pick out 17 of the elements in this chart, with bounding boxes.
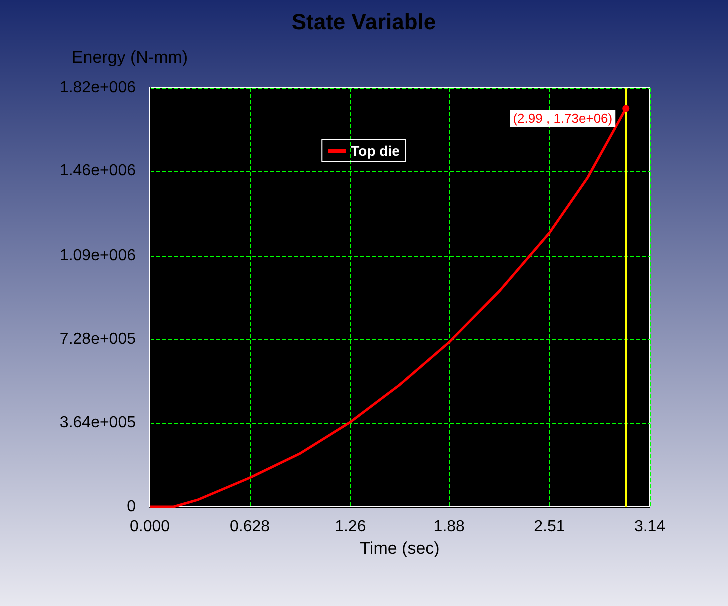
y-tick-label: 1.09e+006 xyxy=(60,248,136,265)
y-tick-label: 7.28e+005 xyxy=(60,330,136,348)
y-tick-label: 3.64e+005 xyxy=(60,414,136,432)
x-tick-label: 1.88 xyxy=(434,518,466,536)
x-tick-label: 0.000 xyxy=(130,518,170,536)
x-tick-label: 0.628 xyxy=(230,518,270,536)
x-tick-label: 1.26 xyxy=(335,518,366,536)
x-tick-label: 2.51 xyxy=(534,518,566,536)
y-tick-label: 0 xyxy=(127,498,136,516)
y-axis-title: Energy (N-mm) xyxy=(72,48,188,67)
annotation: (2.99 , 1.73e+06) xyxy=(513,111,613,126)
y-tick-label: 1.46e+006 xyxy=(60,162,136,180)
x-tick-label: 3.14 xyxy=(634,518,666,536)
legend-label: Top die xyxy=(351,143,400,159)
chart-title: State Variable xyxy=(292,10,436,34)
x-axis-title: Time (sec) xyxy=(360,538,440,558)
y-tick-label: 1.82e+006 xyxy=(60,80,136,96)
